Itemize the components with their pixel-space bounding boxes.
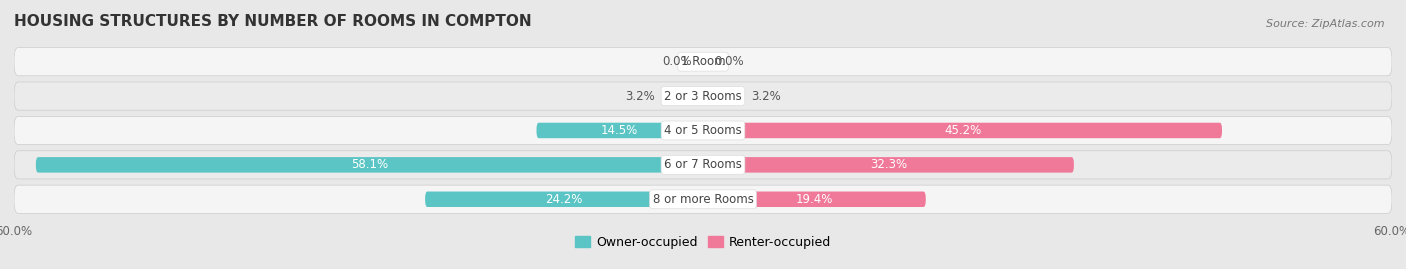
FancyBboxPatch shape xyxy=(14,185,1392,213)
FancyBboxPatch shape xyxy=(14,82,1392,110)
Text: 6 or 7 Rooms: 6 or 7 Rooms xyxy=(664,158,742,171)
FancyBboxPatch shape xyxy=(37,157,703,173)
Text: 24.2%: 24.2% xyxy=(546,193,582,206)
Text: 1 Room: 1 Room xyxy=(681,55,725,68)
Text: Source: ZipAtlas.com: Source: ZipAtlas.com xyxy=(1267,19,1385,29)
Text: 4 or 5 Rooms: 4 or 5 Rooms xyxy=(664,124,742,137)
Text: 2 or 3 Rooms: 2 or 3 Rooms xyxy=(664,90,742,102)
Text: 8 or more Rooms: 8 or more Rooms xyxy=(652,193,754,206)
Legend: Owner-occupied, Renter-occupied: Owner-occupied, Renter-occupied xyxy=(569,231,837,254)
FancyBboxPatch shape xyxy=(537,123,703,138)
Text: 3.2%: 3.2% xyxy=(626,90,655,102)
FancyBboxPatch shape xyxy=(703,192,925,207)
FancyBboxPatch shape xyxy=(14,151,1392,179)
Text: 45.2%: 45.2% xyxy=(943,124,981,137)
Text: 58.1%: 58.1% xyxy=(352,158,388,171)
Text: 0.0%: 0.0% xyxy=(662,55,692,68)
Text: 19.4%: 19.4% xyxy=(796,193,834,206)
FancyBboxPatch shape xyxy=(14,48,1392,76)
Text: HOUSING STRUCTURES BY NUMBER OF ROOMS IN COMPTON: HOUSING STRUCTURES BY NUMBER OF ROOMS IN… xyxy=(14,15,531,30)
Text: 32.3%: 32.3% xyxy=(870,158,907,171)
FancyBboxPatch shape xyxy=(703,157,1074,173)
Text: 3.2%: 3.2% xyxy=(751,90,780,102)
FancyBboxPatch shape xyxy=(666,88,703,104)
FancyBboxPatch shape xyxy=(14,116,1392,144)
FancyBboxPatch shape xyxy=(703,123,1222,138)
Text: 0.0%: 0.0% xyxy=(714,55,744,68)
FancyBboxPatch shape xyxy=(425,192,703,207)
Text: 14.5%: 14.5% xyxy=(602,124,638,137)
FancyBboxPatch shape xyxy=(703,88,740,104)
